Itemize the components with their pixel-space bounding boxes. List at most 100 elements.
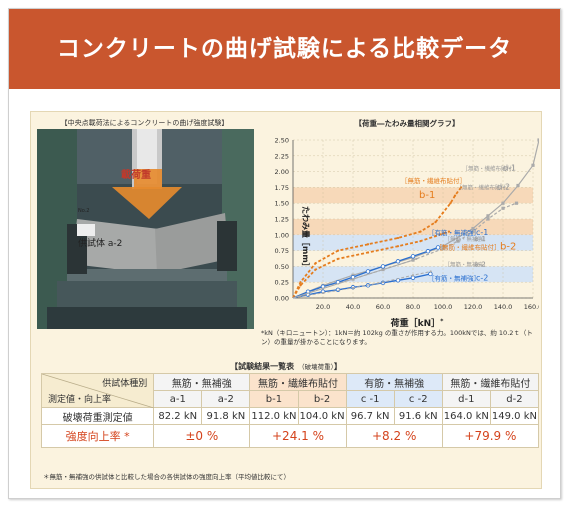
load-value: 91.8 kN <box>201 407 251 425</box>
series-point-b-2 <box>299 284 302 287</box>
frame: コンクリートの曲げ試験による比較データ 【中央点載荷法によるコンクリートの曲げ強… <box>8 8 561 499</box>
series-label: ［有筋・無補強］ <box>428 273 480 282</box>
load-value: 91.6 kN <box>393 407 443 425</box>
series-point-a-2 <box>411 274 415 277</box>
improvement-value: +8.2 % <box>345 424 443 448</box>
series-point-b-2 <box>336 257 340 260</box>
y-tick-label: 1.50 <box>275 200 289 208</box>
series-line-a-2 <box>292 271 431 299</box>
series-point-d-1 <box>441 244 445 248</box>
photo-caption: 【中央点載荷法によるコンクリートの曲げ強度試験】 <box>60 119 229 127</box>
specimen-tag: No.2 <box>78 208 90 214</box>
series-point-b-1 <box>449 202 452 205</box>
x-axis-label: 荷重［kN］* <box>390 317 445 328</box>
series-point-b-2 <box>419 240 422 243</box>
series-label: b-2 <box>500 241 516 252</box>
series-point-b-2 <box>366 251 370 254</box>
series-point-a-1 <box>415 257 418 260</box>
y-tick-label: 1.75 <box>275 184 289 192</box>
chart-band <box>293 187 533 204</box>
y-tick-label: 0.50 <box>275 263 289 271</box>
series-point-c-1 <box>395 259 401 264</box>
series-label: ［無筋・繊維布貼付］ <box>436 242 501 251</box>
y-tick-label: 2.00 <box>275 168 289 176</box>
series-point-a-1 <box>411 258 415 262</box>
group-header: 無筋・無補強 <box>153 373 251 391</box>
series-point-a-1 <box>321 287 325 290</box>
series-point-a-2 <box>381 281 385 284</box>
x-tick-label: 100.0 <box>434 303 453 311</box>
x-tick-label: 140.0 <box>494 303 513 311</box>
series-point-d-1 <box>531 163 535 167</box>
series-point-d-2 <box>514 201 519 205</box>
series-point-c-1 <box>380 264 386 269</box>
series-point-b-1 <box>396 236 400 240</box>
series-label: ［無筋・繊維布貼付］ <box>457 183 512 191</box>
x-tick-label: 40.0 <box>346 303 360 311</box>
series-point-a-2 <box>321 291 325 295</box>
series-line-b-1 <box>292 186 462 299</box>
load-deflection-chart: 【荷重―たわみ量相関グラフ】 0.00 0.25 0.50 0.75 1.00 1.25 1… <box>275 118 539 328</box>
load-value: 149.0 kN <box>489 407 540 425</box>
series-label: ［無筋・繊維布貼付］ <box>401 176 466 185</box>
series-label: ［無筋・無補強］ <box>445 235 489 243</box>
x-tick-label: 20.0 <box>316 303 330 311</box>
specimen-id: d-1 <box>441 390 491 408</box>
load-value: 96.7 kN <box>345 407 395 425</box>
y-tick-label: 1.00 <box>275 231 289 239</box>
load-label: 載荷重 <box>121 170 151 181</box>
series-point-b-2 <box>447 230 451 233</box>
series-label: ［無筋・繊維布貼付］ <box>463 164 518 172</box>
load-value: 82.2 kN <box>153 407 203 425</box>
kn-note: *kN（キロニュートン）：1kN＝約 102kg の重さが作用する力。100kN… <box>261 329 533 346</box>
specimen-id: d-2 <box>489 390 540 408</box>
y-tick-label: 0.75 <box>275 247 289 255</box>
improvement-value: +24.1 % <box>249 424 347 448</box>
x-tick-label: 80.0 <box>406 303 420 311</box>
table-corner: 供試体種別 測定値・向上率 <box>40 373 155 408</box>
specimen-id: a-1 <box>153 390 203 408</box>
series-point-d-1 <box>537 138 539 142</box>
specimen-id: c -2 <box>393 390 443 408</box>
series-point-d-2 <box>486 217 490 221</box>
series-point-a-1 <box>351 277 355 281</box>
content-panel: 【中央点載荷法によるコンクリートの曲げ強度試験】 載荷重 <box>30 111 542 489</box>
series-point-d-2 <box>456 239 460 243</box>
series-point-b-1 <box>441 211 445 214</box>
x-tick-label: 160.0 <box>524 303 539 311</box>
y-axis-label: たわみ量［mm］ <box>301 206 311 271</box>
load-row-label: 破壊荷重測定値 <box>40 407 155 425</box>
series-point-c-2 <box>410 275 416 280</box>
series-point-d-1 <box>501 201 505 205</box>
series-point-d-2 <box>471 230 475 234</box>
series-point-d-2 <box>501 206 505 210</box>
series-line-c-2 <box>292 273 431 299</box>
series-label: ［無筋・無補強］ <box>445 260 489 268</box>
x-tick-label: 120.0 <box>464 303 483 311</box>
specimen-id: c -1 <box>345 390 395 408</box>
improvement-value: ±0 % <box>153 424 251 448</box>
x-tick-label: 60.0 <box>376 303 390 311</box>
series-point-b-1 <box>459 186 463 189</box>
specimen-label: 供試体 a-2 <box>78 239 123 249</box>
series-point-c-1 <box>435 245 441 250</box>
series-point-b-2 <box>434 234 437 238</box>
series-point-b-1 <box>314 262 317 265</box>
y-tick-label: 1.25 <box>275 216 289 224</box>
series-line-b-2 <box>292 230 450 299</box>
y-tick-label: 0.00 <box>275 295 289 303</box>
series-label: a-2 <box>475 260 486 268</box>
load-value: 112.0 kN <box>249 407 299 425</box>
improvement-value: +79.9 % <box>441 424 540 448</box>
series-label: b-1 <box>419 190 435 201</box>
series-point-b-1 <box>336 249 340 252</box>
y-tick-label: 2.25 <box>275 152 289 160</box>
series-point-b-1 <box>299 281 302 284</box>
series-label: d-2 <box>497 182 510 191</box>
series-point-b-1 <box>366 243 370 246</box>
table-title: 【試験結果一覧表 （破壊荷重）】 <box>230 362 342 371</box>
series-label: c-2 <box>476 273 488 282</box>
specimen-id: a-2 <box>201 390 251 408</box>
specimen-id: b-2 <box>297 390 347 408</box>
specimen-id: b-1 <box>249 390 299 408</box>
